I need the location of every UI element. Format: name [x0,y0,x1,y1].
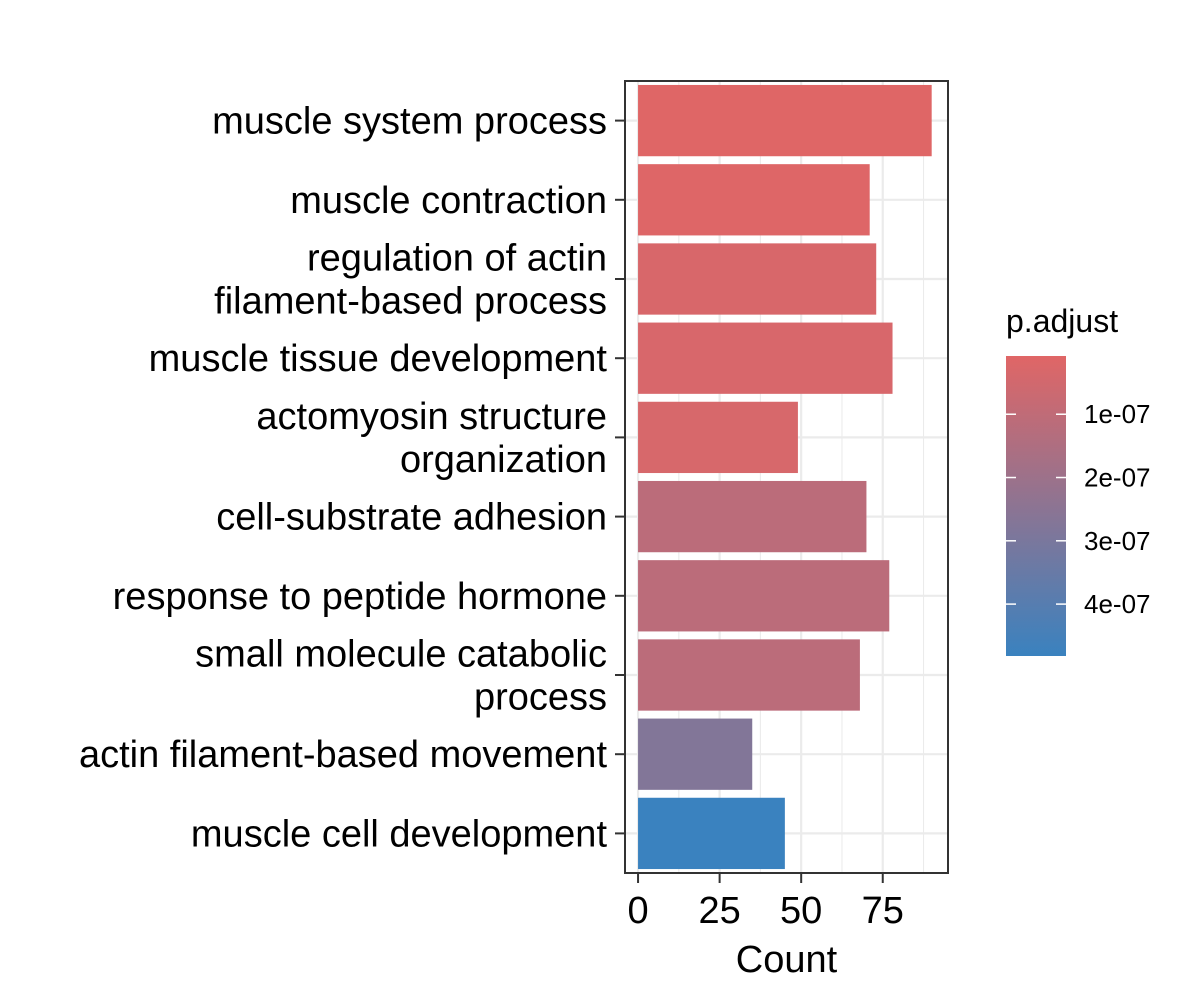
x-tick-label: 25 [698,890,740,932]
bar [638,84,932,157]
category-label-line: process [474,677,607,719]
category-label-line: actomyosin structure [256,396,607,438]
category-label-line: muscle cell development [191,813,608,855]
category-label: regulation of actin filament-based proces… [214,238,607,323]
legend: p.adjust 1e-07 2e-07 3e-07 4e-07 [1006,303,1151,656]
category-label: muscle contraction [290,180,607,222]
category-label: muscle system process [212,101,607,143]
category-label-line: regulation of actin [307,238,607,280]
legend-tick-label: 3e-07 [1084,526,1151,556]
x-axis: 0 25 50 75 [627,873,904,932]
category-label: cell-substrate adhesion [216,497,607,539]
category-label-line: response to peptide hormone [113,576,607,618]
category-label: actomyosin structure organization [256,396,607,481]
bar [638,243,877,315]
category-label-line: filament-based process [214,281,607,323]
x-tick-label: 0 [627,890,648,932]
x-axis-title: Count [736,939,838,981]
legend-tick-label: 2e-07 [1084,463,1151,493]
plot-panel-border [624,80,949,874]
legend-tick-label: 4e-07 [1084,589,1151,619]
bar [638,401,798,474]
category-label: muscle tissue development [149,338,608,380]
category-label: small molecule catabolic process [195,634,607,719]
category-label-line: muscle system process [212,101,607,143]
x-tick-label: 50 [780,890,822,932]
legend-colorbar [1006,356,1066,656]
bar [638,797,785,870]
bar-layer [638,84,932,870]
category-label-line: muscle tissue development [149,338,608,380]
category-label: actin filament-based movement [79,734,607,776]
category-label-line: muscle contraction [290,180,607,222]
legend-title: p.adjust [1006,303,1118,339]
category-label-line: cell-substrate adhesion [216,497,607,539]
y-axis: muscle system process muscle contraction r… [79,101,625,855]
bar [638,560,890,632]
bar [638,480,867,553]
legend-tick-label: 1e-07 [1084,399,1151,429]
x-tick-label: 75 [862,890,904,932]
bar [638,164,870,236]
category-label-line: organization [400,439,607,481]
category-label-line: actin filament-based movement [79,734,607,776]
bar [638,322,893,394]
bar [638,718,753,790]
category-label: response to peptide hormone [113,576,607,618]
category-label: muscle cell development [191,813,608,855]
legend-ticks: 1e-07 2e-07 3e-07 4e-07 [1006,399,1151,619]
category-label-line: small molecule catabolic [195,634,607,676]
bar [638,639,860,711]
